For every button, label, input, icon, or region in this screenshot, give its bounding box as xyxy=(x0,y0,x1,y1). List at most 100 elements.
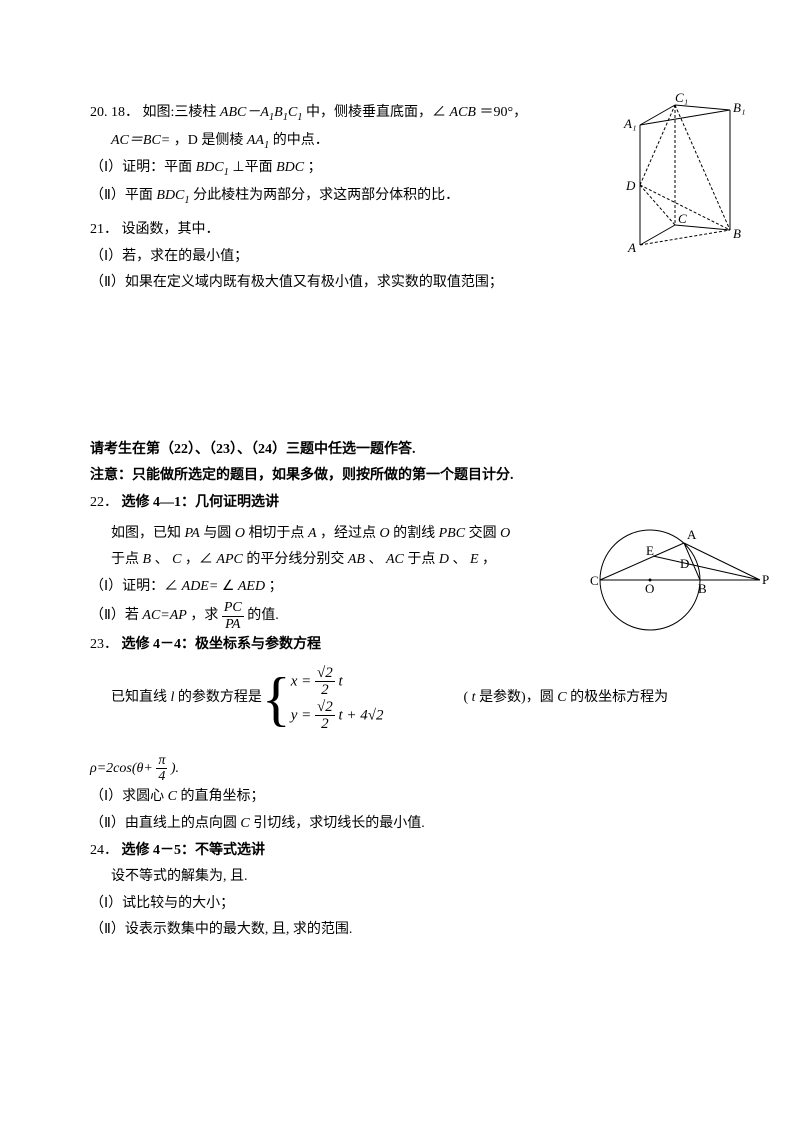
q22-l1i: 的割线 xyxy=(393,526,439,541)
q22-l1k: 交圆 xyxy=(469,526,501,541)
t-a: t xyxy=(338,673,342,689)
q22-l1h: O xyxy=(380,526,390,541)
half-b: 2 xyxy=(315,716,335,733)
q22-l1c: 与圆 xyxy=(203,526,235,541)
question-23: 23． 选修 4－4：极坐标系与参数方程 已知直线 l 的参数方程是 { x =… xyxy=(90,632,740,838)
q20-stem-c: ＝90°， xyxy=(480,105,528,120)
q22-number: 22． xyxy=(90,495,118,510)
label-P2: P xyxy=(762,572,769,587)
q20-p2b: BDC xyxy=(156,188,184,203)
q20-angle: ACB xyxy=(450,105,476,120)
q22-p1a: （Ⅰ）证明：∠ xyxy=(90,579,178,594)
q22-l2m: 、 xyxy=(452,552,466,567)
q23-number: 23． xyxy=(90,637,118,652)
q23-l1a: 已知直线 xyxy=(111,690,171,705)
q20-sub3: 1 xyxy=(297,112,302,123)
q22-l1e: 相切于点 xyxy=(248,526,308,541)
label-C1: C₁ xyxy=(675,90,688,105)
q20-p2sub: 1 xyxy=(184,195,189,206)
q22-l2o: ， xyxy=(482,552,496,567)
q20-p2c: 分此棱柱为两部分，求这两部分体积的比． xyxy=(193,188,459,203)
q21-number: 21． xyxy=(90,222,118,237)
q22-l2j: AC xyxy=(386,552,404,567)
q22-title: 选修 4—1：几何证明选讲 xyxy=(122,495,280,510)
q20-p2a: （Ⅱ）平面 xyxy=(90,188,156,203)
half-a: 2 xyxy=(315,682,335,699)
q23-l1d: ( xyxy=(464,690,469,705)
question-22: 22． 选修 4—1：几何证明选讲 A B C D E O P xyxy=(90,490,740,632)
q22-l1a: 如图，已知 xyxy=(111,526,185,541)
q23-rho-a: ρ=2cos(θ+ xyxy=(90,761,153,776)
q20-p1sub: 1 xyxy=(224,167,229,178)
q22-p1b: ADE= xyxy=(182,579,219,594)
four: 4 xyxy=(156,769,167,784)
q22-p2b: AC=AP xyxy=(142,608,186,623)
frac-den: PA xyxy=(222,617,244,632)
sqrt2-a: 2 xyxy=(325,665,333,681)
q22-l2d: C xyxy=(172,552,181,567)
q22-p2c: ，求 xyxy=(190,608,218,623)
q21-p1: （Ⅰ）若，求在的最小值； xyxy=(90,244,740,271)
q22-p1e: ； xyxy=(269,579,283,594)
pi: π xyxy=(156,753,167,769)
q24-title: 选修 4－5：不等式选讲 xyxy=(122,843,266,858)
q22-l1g: ，经过点 xyxy=(320,526,380,541)
q22-l1j: PBC xyxy=(439,526,465,541)
parametric-equations: { x = √2 2 t y = √2 2 t xyxy=(262,665,384,733)
q20-l2d: 的中点． xyxy=(273,133,329,148)
q23-p2c: 引切线，求切线长的最小值. xyxy=(253,816,425,831)
q22-l2l: D xyxy=(439,552,449,567)
q22-l2f: APC xyxy=(216,552,242,567)
q24-p2: （Ⅱ）设表示数集中的最大数, 且, 求的范围. xyxy=(90,917,740,944)
q22-l2b: B xyxy=(143,552,152,567)
q23-l1f: 是参数)，圆 xyxy=(479,690,557,705)
q22-p2a: （Ⅱ）若 xyxy=(90,608,142,623)
q22-l2k: 于点 xyxy=(407,552,439,567)
q20-p1c: ⊥平面 xyxy=(232,160,276,175)
q22-p1c: ∠ xyxy=(222,579,235,594)
q22-l1d: O xyxy=(235,526,245,541)
fraction-pi4: π 4 xyxy=(156,753,167,785)
q23-p1a: （Ⅰ）求圆心 xyxy=(90,789,168,804)
q20-prism: ABC－A xyxy=(220,105,269,120)
q21-p2: （Ⅱ）如果在定义域内既有极大值又有极小值，求实数的取值范围； xyxy=(90,270,740,297)
q20-stem-a: 如图:三棱柱 xyxy=(143,105,220,120)
q22-p2d: 的值. xyxy=(247,608,279,623)
q24-p1: （Ⅰ）试比较与的大小； xyxy=(90,891,740,918)
sqrt2-b: 2 xyxy=(325,699,333,715)
q23-p1c: 的直角坐标； xyxy=(180,789,264,804)
question-20: A B C A₁ B₁ C₁ D 20. 18． 如图:三棱柱 ABC－A1B1… xyxy=(90,100,740,211)
q23-rho-b: ). xyxy=(171,761,179,776)
q20-l2c: AA xyxy=(247,133,264,148)
fraction-pc-pa: PC PA xyxy=(222,600,244,632)
q22-l2i: 、 xyxy=(368,552,382,567)
instruction-l1: 请考生在第（22）、（23）、（24）三题中任选一题作答. xyxy=(90,437,740,464)
q22-l2c: 、 xyxy=(155,552,169,567)
eq-x-lhs: x = xyxy=(291,673,312,689)
q23-p2b: C xyxy=(240,816,249,831)
q22-l1f: A xyxy=(308,526,317,541)
q20-p1b: BDC xyxy=(196,160,224,175)
q20-number: 20. 18． xyxy=(90,105,139,120)
q20-l2a: AC＝BC= xyxy=(111,133,170,148)
q23-p1b: C xyxy=(168,789,177,804)
q22-l2h: AB xyxy=(348,552,365,567)
label-B1: B₁ xyxy=(733,100,745,115)
q20-l2b: ，D 是侧棱 xyxy=(174,133,247,148)
q22-l2a: 于点 xyxy=(111,552,143,567)
q22-l2e: ，∠ xyxy=(185,552,213,567)
q20-prism-b: B xyxy=(274,105,283,120)
q22-p1d: AED xyxy=(238,579,265,594)
q20-prism-c: C xyxy=(288,105,297,120)
q23-title: 选修 4－4：极坐标系与参数方程 xyxy=(122,637,322,652)
left-brace-icon: { xyxy=(262,669,291,729)
label-A1: A₁ xyxy=(623,116,636,131)
q23-l1g: C xyxy=(557,690,566,705)
q23-p2a: （Ⅱ）由直线上的点向圆 xyxy=(90,816,240,831)
q23-l1e: t xyxy=(472,690,476,705)
q23-l1h: 的极坐标方程为 xyxy=(570,690,668,705)
q23-l1b: l xyxy=(171,690,175,705)
q24-number: 24． xyxy=(90,843,118,858)
q22-l1l: O xyxy=(500,526,510,541)
q24-l1: 设不等式的解集为, 且. xyxy=(90,864,740,891)
